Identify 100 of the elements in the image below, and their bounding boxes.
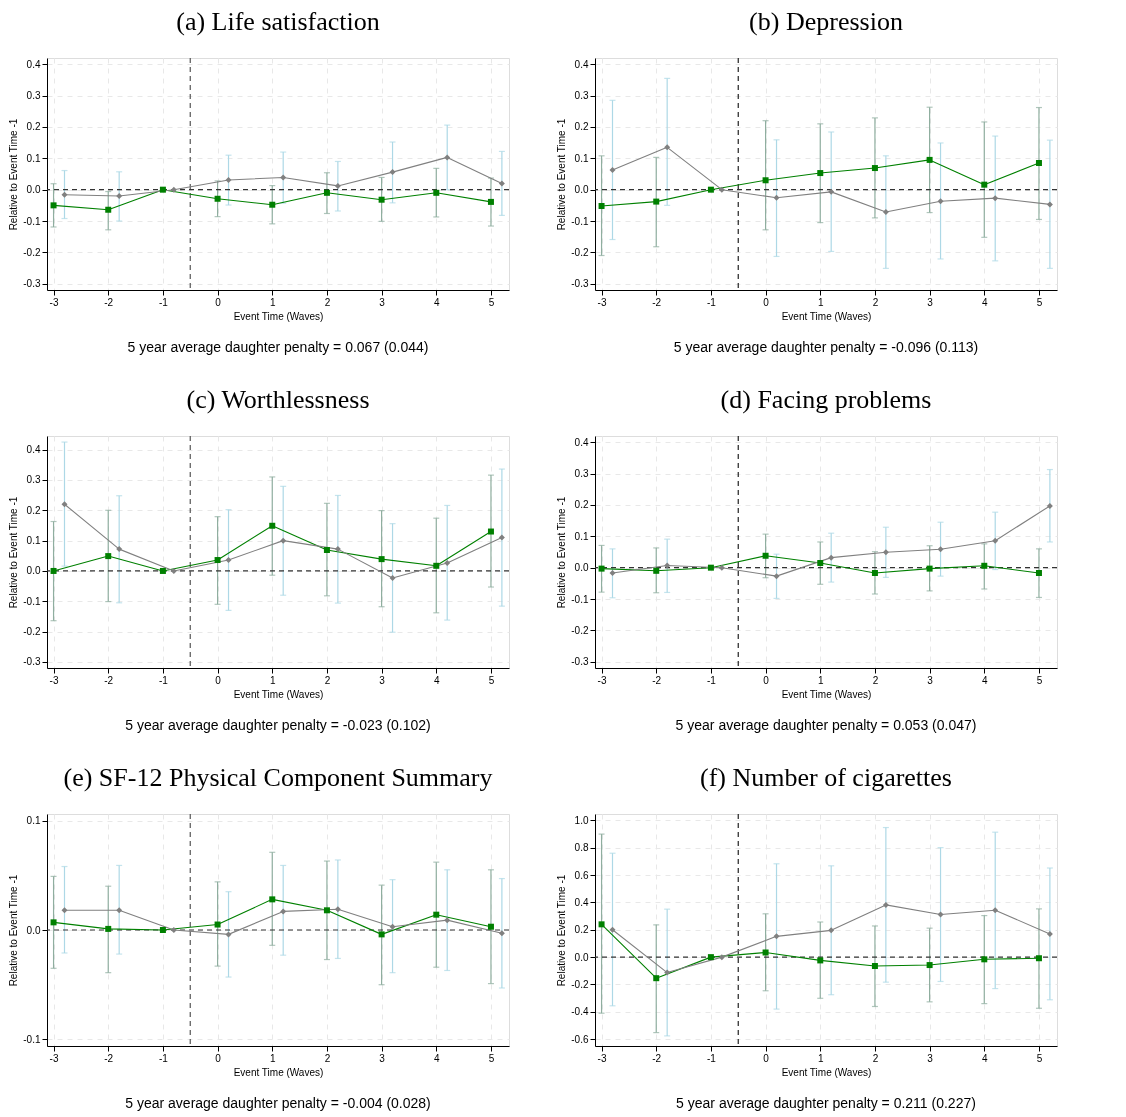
point: [926, 962, 933, 969]
x-axis-title: Event Time (Waves): [781, 1066, 872, 1078]
y-tick-label: 0.1: [574, 530, 589, 542]
point: [882, 901, 889, 908]
point: [498, 180, 505, 187]
x-axis-title: Event Time (Waves): [781, 688, 872, 700]
point: [498, 534, 505, 541]
x-tick-label: 5: [488, 296, 495, 308]
y-tick-label: 0.4: [574, 896, 589, 908]
y-tick-label: -0.6: [571, 1033, 589, 1045]
y-tick-label: 0.1: [574, 152, 589, 164]
x-axis-title: Event Time (Waves): [233, 310, 324, 322]
x-tick-label: -2: [652, 674, 662, 686]
y-tick-label: 0.2: [26, 504, 41, 516]
point: [334, 546, 341, 553]
point: [105, 925, 112, 932]
point: [61, 191, 68, 198]
point: [105, 553, 112, 560]
y-tick-label: -0.3: [23, 278, 41, 290]
y-axis-title: Relative to Event Time -1: [556, 874, 568, 987]
point: [487, 923, 494, 930]
point: [992, 537, 999, 544]
point: [609, 926, 616, 933]
x-tick-label: 1: [817, 674, 824, 686]
y-tick-label: -0.3: [571, 278, 589, 290]
y-tick-label: 0.0: [574, 562, 589, 574]
x-tick-label: 0: [215, 296, 222, 308]
point: [280, 908, 287, 915]
point: [871, 963, 878, 970]
y-tick-label: 0.3: [574, 90, 589, 102]
chart-title: (a) Life satisfaction: [176, 7, 380, 37]
chart-title: (f) Number of cigarettes: [700, 763, 952, 793]
x-tick-label: 2: [872, 296, 879, 308]
y-tick-label: 0.2: [26, 121, 41, 133]
y-axis-title: Relative to Event Time -1: [556, 496, 568, 609]
point: [828, 554, 835, 561]
point: [817, 957, 824, 964]
point: [664, 144, 671, 151]
point: [1046, 930, 1053, 937]
text: 5 year average daughter penalty = 0.053 (0.047): [675, 717, 977, 733]
point: [762, 177, 769, 184]
point: [937, 546, 944, 553]
x-tick-label: -1: [706, 674, 717, 686]
y-tick-label: 0.3: [26, 474, 41, 486]
point: [214, 921, 221, 928]
y-tick-label: 0.1: [26, 535, 41, 547]
y-tick-label: 0.2: [574, 121, 589, 133]
x-axis-title: Event Time (Waves): [233, 688, 324, 700]
point: [817, 559, 824, 566]
point: [598, 565, 605, 572]
point: [334, 906, 341, 913]
point: [664, 562, 671, 569]
x-tick-label: 3: [379, 296, 386, 308]
y-tick-label: 0.4: [26, 58, 41, 70]
x-tick-label: 4: [982, 296, 988, 308]
point: [50, 567, 57, 574]
point: [1046, 201, 1053, 208]
point: [269, 201, 276, 208]
x-tick-label: 3: [927, 1052, 934, 1064]
text: 5 year average daughter penalty = -0.096 (0.113): [673, 339, 979, 355]
point: [389, 574, 396, 581]
point: [487, 198, 494, 205]
y-axis-title: Relative to Event Time -1: [8, 874, 20, 987]
x-tick-label: -1: [158, 1052, 169, 1064]
y-tick-label: -0.3: [23, 656, 41, 668]
point: [378, 556, 385, 563]
point: [653, 567, 660, 574]
y-axis-title: Relative to Event Time -1: [556, 118, 568, 231]
point: [828, 188, 835, 195]
point: [214, 557, 221, 564]
point: [378, 196, 385, 203]
point: [269, 896, 276, 903]
point: [105, 206, 112, 213]
point: [981, 181, 988, 188]
point: [170, 186, 177, 193]
x-tick-label: 1: [817, 1052, 824, 1064]
point: [116, 907, 123, 914]
point: [653, 198, 660, 205]
x-tick-label: 0: [763, 296, 770, 308]
point: [937, 911, 944, 918]
y-tick-label: 0.4: [574, 436, 589, 448]
point: [817, 170, 824, 177]
x-tick-label: -3: [597, 674, 607, 686]
point: [225, 557, 232, 564]
y-tick-label: 0.1: [26, 815, 41, 827]
y-tick-label: -0.1: [23, 1033, 41, 1045]
x-axis-title: Event Time (Waves): [781, 310, 872, 322]
point: [773, 933, 780, 940]
y-tick-label: 0.0: [574, 184, 589, 196]
x-tick-label: 1: [269, 674, 276, 686]
x-tick-label: 0: [215, 674, 222, 686]
point: [871, 570, 878, 577]
point: [773, 194, 780, 201]
point: [1035, 570, 1042, 577]
point: [718, 186, 725, 193]
point: [159, 927, 166, 933]
y-tick-label: 0.8: [574, 842, 589, 854]
point: [937, 198, 944, 205]
point: [664, 969, 671, 976]
point: [444, 154, 451, 161]
